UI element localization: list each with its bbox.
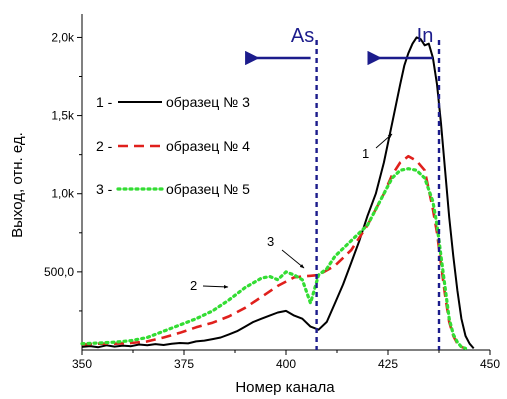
axes: 350 375 400 425 450 500,0 1,0k 1,5k 2,0k xyxy=(44,14,500,371)
legend-prefix-1: 1 - xyxy=(96,94,113,110)
y-tick-label: 500,0 xyxy=(44,265,74,279)
legend: 1 - образец № 3 2 - образец № 4 3 - образец №… xyxy=(96,94,250,197)
curve-label-1: 1 xyxy=(362,146,369,161)
legend-label-3: образец № 5 xyxy=(166,181,250,197)
x-axis-label: Номер канала xyxy=(235,379,335,396)
x-tick-label: 400 xyxy=(276,357,296,371)
series-line-3 xyxy=(80,167,468,350)
legend-prefix-2: 2 - xyxy=(96,138,113,154)
legend-label-2: образец № 4 xyxy=(166,138,250,154)
x-tick-label: 425 xyxy=(378,357,398,371)
legend-label-1: образец № 3 xyxy=(166,94,250,110)
annotations: As In 1 2 3 xyxy=(190,25,441,350)
label-as: As xyxy=(291,25,314,47)
legend-prefix-3: 3 - xyxy=(96,181,113,197)
y-tick-label: 2,0k xyxy=(51,30,75,44)
label-in: In xyxy=(417,25,434,47)
curve-label-2: 2 xyxy=(190,278,197,293)
y-tick-label: 1,5k xyxy=(51,109,75,123)
series-line-1 xyxy=(81,36,475,350)
x-tick-label: 450 xyxy=(480,357,500,371)
y-axis-label: Выход, отн. ед. xyxy=(9,132,26,238)
series-layer xyxy=(80,36,475,350)
curve-arrow-2 xyxy=(202,285,229,289)
x-tick-label: 375 xyxy=(174,357,194,371)
curve-arrow-1 xyxy=(375,133,393,149)
curve-arrow-3 xyxy=(281,249,305,269)
x-tick-label: 350 xyxy=(72,357,92,371)
series-line-2 xyxy=(81,154,466,350)
y-tick-label: 1,0k xyxy=(51,187,75,201)
curve-label-3: 3 xyxy=(267,234,274,249)
